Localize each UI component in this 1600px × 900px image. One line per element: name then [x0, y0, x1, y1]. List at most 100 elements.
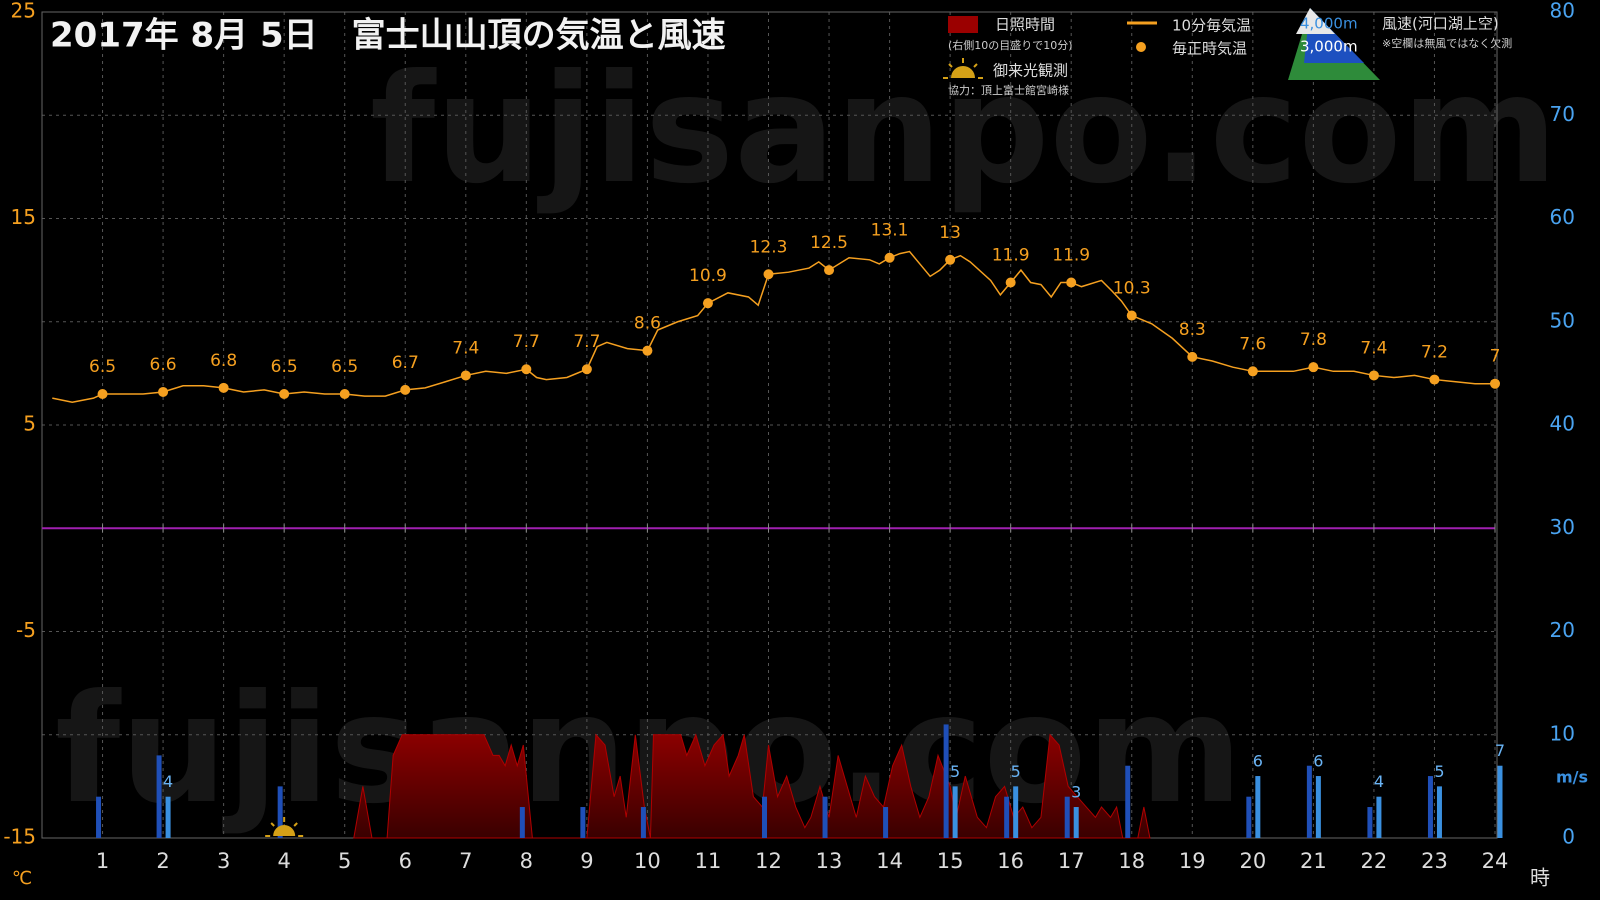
y-tick-label: 25 — [11, 0, 36, 23]
y-tick-label: -15 — [3, 825, 36, 849]
temperature-point — [1368, 370, 1379, 381]
y-axis-label: ℃ — [12, 868, 32, 889]
temperature-point — [279, 389, 290, 400]
temperature-point — [158, 386, 169, 397]
data-label: 7 — [1495, 741, 1505, 760]
y2-tick-label: 80 — [1550, 0, 1575, 23]
temperature-point — [460, 370, 471, 381]
y2-tick-label: 10 — [1550, 721, 1575, 745]
legend-swatch-sunshine — [948, 16, 978, 33]
temperature-point — [400, 384, 411, 395]
y2-tick-label: 70 — [1550, 102, 1575, 126]
temperature-point — [884, 252, 895, 263]
temperature-point — [581, 364, 592, 375]
data-label: 7.4 — [452, 338, 479, 358]
wind-bar — [1497, 765, 1503, 838]
temperature-point — [1066, 277, 1077, 288]
temperature-point — [1490, 378, 1500, 389]
wind-bar — [1367, 807, 1373, 838]
data-label: 8.6 — [634, 314, 661, 334]
wind-bar — [1306, 765, 1312, 838]
wind-title: 風速(河口湖上空) — [1382, 15, 1499, 33]
y2-tick-label: 60 — [1550, 205, 1575, 229]
wind-bar — [1004, 796, 1010, 838]
data-label: 7.2 — [1421, 343, 1448, 363]
temperature-point — [1247, 366, 1258, 377]
data-label: 7.4 — [1360, 338, 1387, 358]
wind-bar — [1013, 786, 1019, 838]
wind-bar — [96, 796, 102, 838]
credit: 協力：頂上富士館宮崎様 — [948, 83, 1069, 97]
x-tick-label: 10 — [634, 849, 661, 873]
temperature-point — [1005, 277, 1016, 288]
wind-bar — [1255, 776, 1261, 838]
legend-sun-icon — [943, 58, 983, 79]
x-tick-label: 6 — [399, 849, 412, 873]
y2-tick-label: 30 — [1550, 515, 1575, 539]
x-tick-label: 1 — [96, 849, 109, 873]
y-tick-label: -5 — [16, 618, 36, 642]
data-label: 12.5 — [810, 233, 848, 253]
wind-bar — [1436, 786, 1442, 838]
data-label: 11.9 — [1052, 246, 1090, 266]
data-label: 5 — [950, 762, 960, 781]
temperature-point — [702, 298, 713, 309]
data-label: 7.6 — [1239, 334, 1266, 354]
temperature-point — [824, 265, 835, 276]
temperature-point — [642, 345, 653, 356]
data-label: 6.6 — [150, 355, 177, 375]
temperature-point — [218, 382, 229, 393]
temperature-point — [1429, 374, 1440, 385]
temperature-point — [339, 389, 350, 400]
y2-tick-label: 0 — [1562, 825, 1575, 849]
x-tick-label: 8 — [520, 849, 533, 873]
wind-bar — [580, 807, 586, 838]
x-tick-label: 15 — [937, 849, 964, 873]
sun-body — [273, 825, 296, 836]
x-tick-label: 9 — [580, 849, 593, 873]
wind-bar — [1315, 776, 1321, 838]
data-label: 5 — [1011, 762, 1021, 781]
wind-bar — [165, 796, 171, 838]
wind-bar — [1064, 796, 1070, 838]
x-tick-label: 12 — [755, 849, 782, 873]
legend-label: 毎正時気温 — [1172, 40, 1247, 58]
temperature-point — [521, 364, 532, 375]
wind-bar — [640, 807, 646, 838]
sunrise-marker — [265, 817, 304, 837]
data-label: 12.3 — [750, 237, 788, 257]
temperature-point — [1126, 310, 1137, 321]
legend-note: (右側10の目盛りで10分) — [948, 38, 1073, 52]
wind-bar — [762, 796, 767, 838]
legend-label: 3,000m — [1300, 38, 1358, 56]
legend-label: 4,000m — [1300, 15, 1358, 33]
data-label: 13 — [939, 223, 961, 243]
legend-label: 10分毎気温 — [1172, 17, 1251, 35]
x-tick-label: 11 — [695, 849, 722, 873]
wind-bar — [156, 755, 162, 838]
data-label: 6.8 — [210, 351, 237, 371]
x-tick-label: 22 — [1361, 849, 1388, 873]
wind-bar — [1125, 765, 1131, 838]
wind-bar — [1376, 796, 1382, 838]
x-tick-label: 5 — [338, 849, 351, 873]
x-tick-label: 3 — [217, 849, 230, 873]
plot-area: 6.5 6.6 6.8 6.5 6.5 6.7 7.4 7.7 7.7 8.6 10.9 12.3 12… — [41, 11, 1505, 839]
data-label: 11.9 — [992, 246, 1030, 266]
temperature-line — [52, 250, 1495, 404]
wind-bar — [277, 786, 283, 838]
x-tick-label: 16 — [997, 849, 1024, 873]
x-tick-label: 19 — [1179, 849, 1206, 873]
legend-swatch-point — [1136, 42, 1146, 52]
legend-label: 日照時間 — [995, 16, 1055, 34]
data-label: 5 — [1434, 762, 1444, 781]
wind-bar — [1246, 796, 1252, 838]
x-tick-label: 24 — [1482, 849, 1509, 873]
wind-bar — [952, 786, 958, 838]
data-label: 6.5 — [331, 357, 358, 377]
temperature-point — [1308, 362, 1319, 373]
x-tick-label: 20 — [1239, 849, 1266, 873]
x-axis-label: 時 — [1530, 866, 1550, 890]
